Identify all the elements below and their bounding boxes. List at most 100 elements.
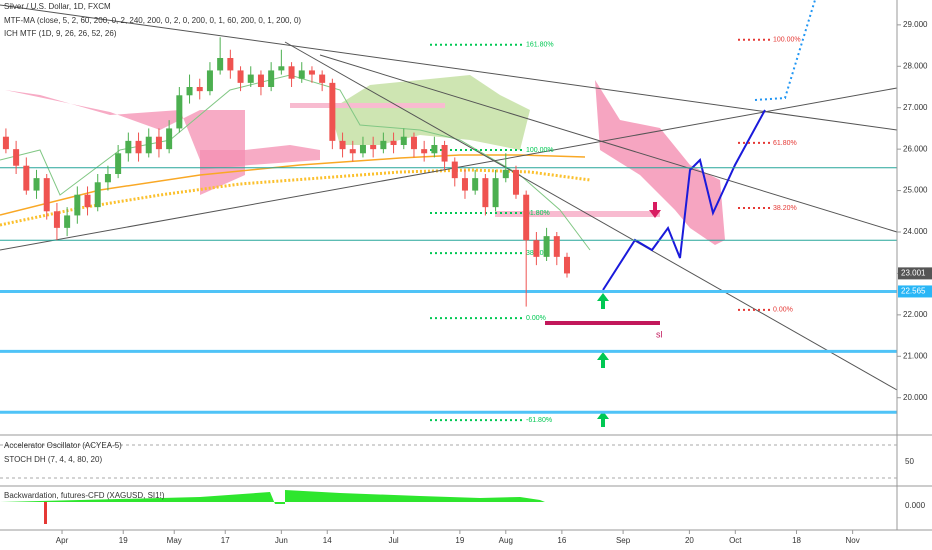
candle-body bbox=[278, 66, 285, 71]
candle-body bbox=[186, 87, 193, 96]
candle-body bbox=[482, 178, 489, 208]
candle-body bbox=[421, 149, 428, 154]
x-tick-label: 14 bbox=[323, 536, 332, 545]
cloud bbox=[595, 80, 725, 245]
pane-bar bbox=[44, 502, 47, 524]
y-tick-label: 21.000 bbox=[903, 351, 928, 360]
candle-body bbox=[2, 136, 9, 150]
pane-tick-label: 50 bbox=[905, 457, 914, 466]
candle-body bbox=[104, 174, 111, 183]
trend-line bbox=[319, 54, 898, 233]
trend-line bbox=[0, 87, 898, 251]
candle-body bbox=[155, 136, 162, 150]
candle-body bbox=[247, 74, 254, 83]
candle-body bbox=[227, 58, 234, 71]
price-label-box bbox=[898, 285, 932, 298]
candle-body bbox=[115, 153, 122, 174]
candle-body bbox=[64, 215, 71, 228]
candle-body bbox=[176, 95, 183, 129]
candle-body bbox=[563, 256, 570, 274]
candle-body bbox=[502, 169, 509, 179]
fib-label: 61.80% bbox=[526, 210, 550, 217]
candle-body bbox=[349, 149, 356, 154]
x-tick-label: 19 bbox=[119, 536, 128, 545]
indicator-label: ICH MTF (1D, 9, 26, 26, 52, 26) bbox=[4, 29, 117, 38]
fib-label: 38.20% bbox=[773, 205, 797, 212]
candle-body bbox=[145, 136, 152, 154]
candle-body bbox=[553, 236, 560, 257]
projection bbox=[602, 109, 766, 291]
candle-body bbox=[53, 211, 60, 228]
cloud-band bbox=[290, 103, 445, 108]
candle-body bbox=[288, 66, 295, 79]
stop-loss bbox=[545, 321, 660, 325]
x-tick-label: 19 bbox=[455, 536, 464, 545]
pane-label: STOCH DH (7, 4, 4, 80, 20) bbox=[4, 455, 102, 464]
x-tick-label: Apr bbox=[56, 536, 69, 545]
price-label: 22.565 bbox=[901, 287, 926, 296]
candle-body bbox=[380, 140, 387, 150]
x-tick-label: Nov bbox=[846, 536, 860, 545]
x-tick-label: Sep bbox=[616, 536, 631, 545]
candle-body bbox=[23, 165, 30, 191]
fib-label: 0.00% bbox=[773, 307, 793, 314]
candle-body bbox=[206, 70, 213, 92]
cloud bbox=[330, 75, 530, 150]
projection bbox=[754, 0, 816, 101]
y-tick-label: 25.000 bbox=[903, 186, 928, 195]
candle-body bbox=[196, 87, 203, 92]
candle-body bbox=[472, 178, 479, 191]
fib-label: 161.80% bbox=[526, 42, 554, 49]
trend-line bbox=[284, 41, 898, 391]
candle-body bbox=[339, 140, 346, 150]
y-tick-label: 24.000 bbox=[903, 227, 928, 236]
candle-body bbox=[329, 82, 336, 141]
cloud-band bbox=[495, 211, 660, 217]
fib-label: -61.80% bbox=[526, 417, 552, 424]
candle-body bbox=[166, 128, 173, 150]
candle-body bbox=[359, 145, 366, 154]
candle-body bbox=[512, 169, 519, 195]
candle-body bbox=[400, 136, 407, 145]
x-tick-label: 18 bbox=[792, 536, 801, 545]
candle-body bbox=[390, 140, 397, 145]
price-label-box bbox=[898, 267, 932, 280]
moving-average bbox=[0, 74, 591, 251]
y-tick-label: 22.000 bbox=[903, 310, 928, 319]
x-tick-label: Aug bbox=[499, 536, 513, 545]
candle-body bbox=[523, 194, 530, 241]
candle-body bbox=[135, 140, 142, 154]
candle-body bbox=[257, 74, 264, 87]
x-tick-label: May bbox=[167, 536, 182, 545]
cloud bbox=[5, 90, 245, 195]
candle-body bbox=[492, 178, 499, 208]
y-tick-label: 27.000 bbox=[903, 103, 928, 112]
y-tick-label: 29.000 bbox=[903, 20, 928, 29]
candle-body bbox=[33, 178, 40, 191]
candle-body bbox=[461, 178, 468, 191]
moving-average bbox=[0, 154, 586, 216]
x-tick-label: 16 bbox=[557, 536, 566, 545]
fib-label: 100.00% bbox=[526, 147, 554, 154]
price-label: 23.001 bbox=[901, 268, 926, 277]
x-tick-label: Jul bbox=[388, 536, 398, 545]
fib-label: 100.00% bbox=[773, 37, 801, 44]
chart-title: Silver / U.S. Dollar, 1D, FXCM bbox=[4, 2, 111, 11]
x-tick-label: 17 bbox=[221, 536, 230, 545]
x-tick-label: Oct bbox=[729, 536, 742, 545]
candle-body bbox=[94, 182, 101, 208]
trend-line bbox=[0, 4, 898, 131]
moving-average bbox=[0, 168, 591, 227]
arrows bbox=[597, 202, 661, 427]
y-tick-label: 28.000 bbox=[903, 61, 928, 70]
candle-body bbox=[13, 149, 20, 166]
x-tick-label: Jun bbox=[275, 536, 288, 545]
y-tick-label: 26.000 bbox=[903, 144, 928, 153]
candle-body bbox=[43, 178, 50, 212]
candle-body bbox=[74, 194, 81, 216]
pane-label: Accelerator Oscillator (ACYEA-5) bbox=[4, 441, 122, 450]
pane-label: Backwardation, futures-CFD (XAGUSD, SI1!… bbox=[4, 491, 165, 500]
indicator-label: MTF-MA (close, 5, 2, 60, 200, 0, 2, 240,… bbox=[4, 16, 301, 25]
fib-label: 61.80% bbox=[773, 140, 797, 147]
